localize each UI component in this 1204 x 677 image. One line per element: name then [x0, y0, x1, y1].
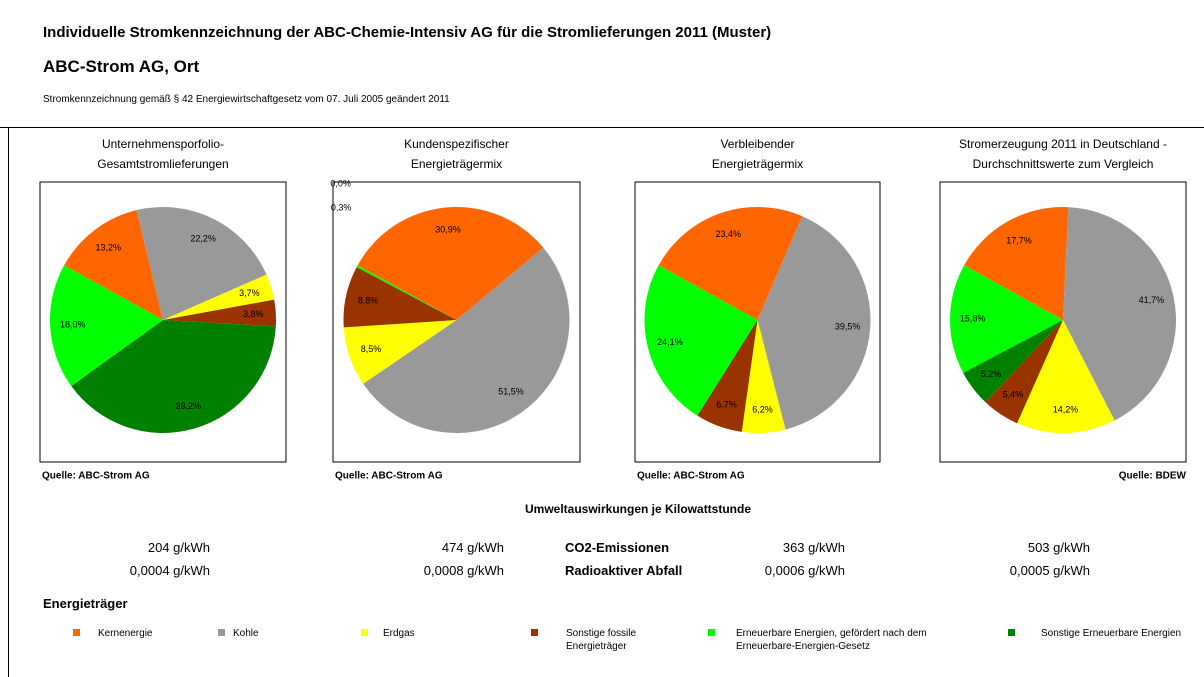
pie-slice — [1017, 320, 1115, 433]
data-label: 41,7% — [1139, 295, 1165, 305]
chart-title: Verbleibender — [720, 137, 794, 151]
impact-label: Radioaktiver Abfall — [565, 563, 683, 578]
subtitle: ABC-Strom AG, Ort — [43, 57, 200, 76]
data-label: 17,7% — [1006, 235, 1032, 245]
rule — [8, 127, 9, 677]
pie-slice — [343, 267, 457, 328]
legend-label: Sonstige fossile Energieträger — [566, 628, 637, 652]
chart-title: Unternehmensporfolio- — [102, 137, 224, 151]
legend-label: Kernenergie — [98, 628, 153, 639]
chart-frame — [332, 181, 581, 463]
chart-frame — [939, 181, 1187, 463]
impacts-title: Umweltauswirkungen je Kilowattstunde — [524, 502, 752, 516]
legend-swatch — [1008, 629, 1015, 636]
data-label: 6,2% — [752, 405, 773, 415]
pie-slice — [697, 320, 758, 432]
impact-value: 474 g/kWh — [441, 540, 504, 555]
legend-title: Energieträger — [43, 596, 128, 611]
data-label: 39,2% — [175, 401, 201, 411]
pie-slice — [163, 274, 275, 320]
data-label: 3,7% — [239, 288, 260, 298]
pie-slice — [757, 216, 871, 430]
chart-source: Quelle: BDEW — [1119, 471, 1187, 482]
pie-slice — [357, 207, 544, 320]
pie-slice — [985, 320, 1063, 424]
pie-slice — [163, 299, 276, 327]
pie-slice — [950, 265, 1063, 373]
data-label: 22,2% — [190, 233, 216, 243]
data-label: 23,4% — [716, 229, 742, 239]
data-label: 3,8% — [243, 309, 264, 319]
chart-title: Kundenspezifischer — [404, 137, 509, 151]
pie-slice — [963, 320, 1063, 403]
pie-slice — [658, 206, 803, 320]
pie-slice — [741, 320, 786, 433]
data-label: 5,2% — [981, 369, 1002, 379]
data-label: 51,5% — [498, 387, 524, 397]
data-label: 8,5% — [361, 344, 382, 354]
data-label: 14,2% — [1053, 405, 1079, 415]
note: Stromkennzeichnung gemäß § 42 Energiewir… — [43, 94, 450, 105]
legend-swatch — [218, 629, 225, 636]
chart-frame — [39, 181, 287, 463]
pie-slice — [644, 265, 758, 416]
pie-slice — [1063, 207, 1176, 421]
chart-source: Quelle: ABC-Strom AG — [335, 471, 443, 482]
legend-swatch — [708, 629, 715, 636]
data-label: 8,8% — [358, 295, 379, 305]
chart-source: Quelle: ABC-Strom AG — [637, 471, 745, 482]
data-label: 15,8% — [960, 313, 986, 323]
impact-value: 503 g/kWh — [1027, 540, 1090, 555]
pie-slice — [363, 247, 570, 433]
legend-label: Erneuerbare Energien, gefördert nach dem… — [736, 628, 927, 652]
chart-title: Stromerzeugung 2011 in Deutschland - — [959, 137, 1167, 151]
data-label: 13,2% — [95, 242, 121, 252]
pie-slice — [136, 206, 267, 320]
chart-frame — [634, 181, 881, 463]
legend-swatch — [531, 629, 538, 636]
chart-title: Durchschnittswerte zum Vergleich — [973, 157, 1154, 171]
pie-slice — [64, 210, 163, 320]
data-label: 39,5% — [835, 321, 861, 331]
chart-title: Gesamtstromlieferungen — [97, 157, 228, 171]
pie-slice — [343, 320, 457, 384]
data-label: 0,3% — [331, 202, 352, 212]
data-label: 0,0% — [330, 178, 351, 188]
impact-value: 363 g/kWh — [782, 540, 845, 555]
rule — [0, 127, 1204, 128]
impact-value: 0,0006 g/kWh — [764, 563, 845, 578]
data-label: 5,4% — [1003, 390, 1024, 400]
chart-source: Quelle: ABC-Strom AG — [42, 471, 150, 482]
legend-swatch — [73, 629, 80, 636]
chart-title: Energieträgermix — [411, 157, 502, 171]
charts: Unternehmensporfolio- Gesamtstromlieferun… — [39, 137, 1187, 482]
legend-label: Kohle — [233, 628, 259, 639]
data-label: 30,9% — [435, 224, 461, 234]
data-label: 6,7% — [716, 399, 737, 409]
chart-title: Energieträgermix — [712, 157, 803, 171]
legend-label: Sonstige Erneuerbare Energien — [1041, 628, 1182, 639]
title: Individuelle Stromkennzeichnung der ABC-… — [43, 24, 772, 41]
pie-slice — [50, 265, 163, 386]
pie-slice — [964, 207, 1069, 320]
data-label: 18,0% — [60, 320, 86, 330]
impact-label: CO2-Emissionen — [565, 540, 670, 555]
impact-value: 204 g/kWh — [147, 540, 210, 555]
pie-slice — [356, 265, 457, 320]
data-label: 24,1% — [657, 337, 683, 347]
pie-slice — [71, 320, 276, 433]
impact-value: 0,0004 g/kWh — [129, 563, 210, 578]
legend-label: Erdgas — [383, 628, 415, 639]
impact-value: 0,0005 g/kWh — [1009, 563, 1090, 578]
impact-value: 0,0008 g/kWh — [423, 563, 504, 578]
legend-swatch — [361, 629, 368, 636]
